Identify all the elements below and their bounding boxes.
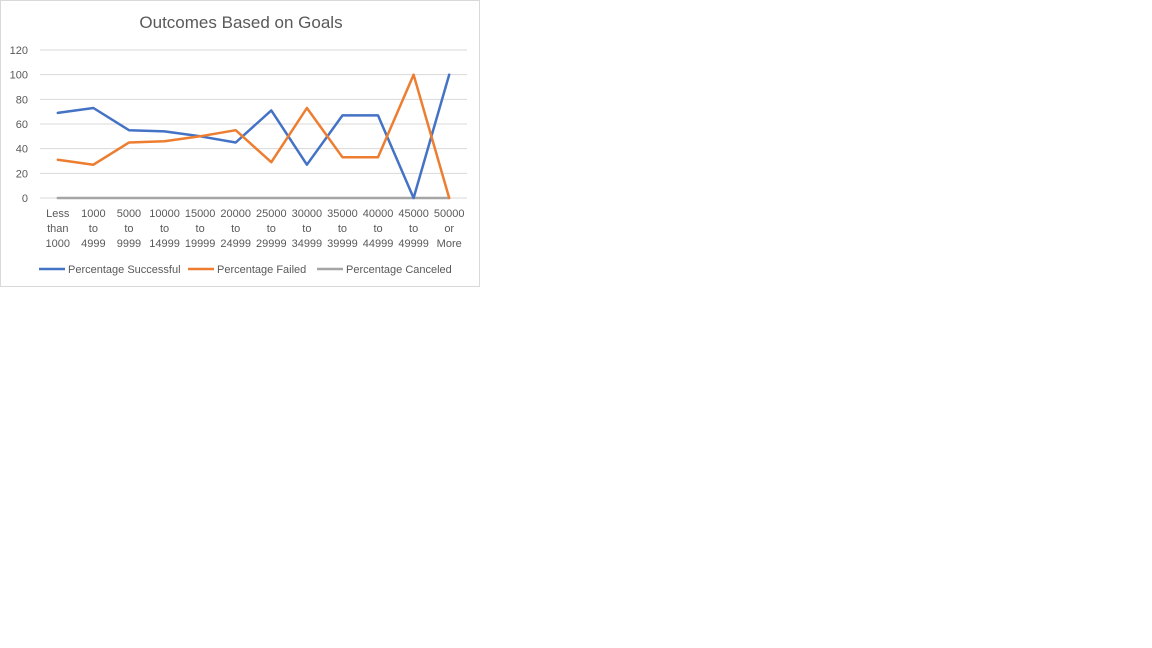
x-tick-label-line: to <box>302 223 311 235</box>
x-tick-label-line: or <box>444 223 454 235</box>
x-tick-label-line: 1000 <box>46 238 70 250</box>
x-tick-label: 45000 to 49999 <box>398 208 429 250</box>
gridlines <box>40 49 467 199</box>
x-tick-label-line: 49999 <box>398 238 429 250</box>
x-tick-label-line: 34999 <box>292 238 323 250</box>
x-tick-label-line: 19999 <box>185 238 216 250</box>
x-tick-label-line: 24999 <box>220 238 251 250</box>
x-tick-label-line: 20000 <box>220 208 251 220</box>
x-tick-label-line: 4999 <box>81 238 105 250</box>
x-tick-label-line: 44999 <box>363 238 394 250</box>
x-tick-label-line: to <box>160 223 169 235</box>
x-tick-label: 35000 to 39999 <box>327 208 358 250</box>
x-tick-label: 10000 to 14999 <box>149 208 180 250</box>
x-tick-label-line: to <box>231 223 240 235</box>
x-tick-label-line: 45000 <box>398 208 429 220</box>
legend-label: Percentage Failed <box>217 264 306 276</box>
x-tick-label-line: to <box>373 223 382 235</box>
legend: Percentage Successful Percentage Failed Pe… <box>39 264 452 276</box>
series-line-percentage-successful <box>56 73 451 200</box>
x-tick-label-line: to <box>338 223 347 235</box>
x-tick-label: 20000 to 24999 <box>220 208 251 250</box>
x-tick-label-line: More <box>437 238 462 250</box>
x-tick-label-line: to <box>89 223 98 235</box>
chart-title: Outcomes Based on Goals <box>139 13 342 32</box>
y-tick-label: 120 <box>10 45 28 57</box>
legend-item: Percentage Canceled <box>317 264 452 276</box>
chart-container: Outcomes Based on Goals 0 20 40 60 80 100 120 … <box>0 0 480 287</box>
series-line-percentage-failed <box>56 73 451 200</box>
x-tick-label-line: 14999 <box>149 238 180 250</box>
y-tick-label: 20 <box>16 168 28 180</box>
x-tick-label: Less than 1000 <box>46 208 70 250</box>
x-tick-label-line: 35000 <box>327 208 358 220</box>
x-tick-label: 25000 to 29999 <box>256 208 287 250</box>
x-axis-ticks: Lessthan10001000to49995000to999910000to1… <box>46 208 465 250</box>
x-tick-label-line: to <box>409 223 418 235</box>
x-tick-label-line: 40000 <box>363 208 394 220</box>
y-tick-label: 100 <box>10 70 28 82</box>
x-tick-label-line: 25000 <box>256 208 287 220</box>
legend-label: Percentage Successful <box>68 264 181 276</box>
x-tick-label-line: than <box>47 223 68 235</box>
x-tick-label-line: 50000 <box>434 208 465 220</box>
x-tick-label-line: to <box>267 223 276 235</box>
y-tick-label: 0 <box>22 193 28 205</box>
x-tick-label-line: 29999 <box>256 238 287 250</box>
x-tick-label: 5000 to 9999 <box>117 208 141 250</box>
x-tick-label-line: 5000 <box>117 208 141 220</box>
x-tick-label-line: 9999 <box>117 238 141 250</box>
legend-item: Percentage Successful <box>39 264 181 276</box>
series-lines <box>56 73 451 200</box>
x-tick-label: 50000 or More <box>434 208 465 250</box>
x-tick-label-line: 39999 <box>327 238 358 250</box>
y-tick-label: 80 <box>16 94 28 106</box>
legend-item: Percentage Failed <box>188 264 306 276</box>
x-tick-label-line: 1000 <box>81 208 105 220</box>
x-tick-label: 15000 to 19999 <box>185 208 216 250</box>
x-tick-label: 30000 to 34999 <box>292 208 323 250</box>
x-tick-label-line: to <box>124 223 133 235</box>
y-tick-label: 40 <box>16 144 28 156</box>
x-tick-label-line: 10000 <box>149 208 180 220</box>
x-tick-label-line: 15000 <box>185 208 216 220</box>
x-tick-label-line: 30000 <box>292 208 323 220</box>
y-tick-label: 60 <box>16 119 28 131</box>
line-chart: Outcomes Based on Goals 020406080100120 … <box>10 13 467 276</box>
legend-label: Percentage Canceled <box>346 264 452 276</box>
x-tick-label-line: to <box>196 223 205 235</box>
x-tick-label-line: Less <box>46 208 70 220</box>
x-tick-label: 40000 to 44999 <box>363 208 394 250</box>
x-tick-label: 1000 to 4999 <box>81 208 105 250</box>
y-axis-ticks: 0 20 40 60 80 100 120 <box>10 45 28 205</box>
